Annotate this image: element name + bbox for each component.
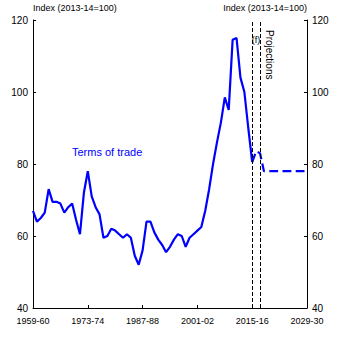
svg-text:2015-16: 2015-16 bbox=[236, 316, 269, 326]
svg-text:Projections: Projections bbox=[264, 30, 275, 79]
svg-text:120: 120 bbox=[11, 15, 28, 26]
svg-text:1987-88: 1987-88 bbox=[126, 316, 159, 326]
svg-text:(f): (f) bbox=[252, 35, 261, 45]
svg-text:2029-30: 2029-30 bbox=[290, 316, 323, 326]
svg-text:1973-74: 1973-74 bbox=[71, 316, 104, 326]
svg-text:100: 100 bbox=[11, 87, 28, 98]
svg-text:1959-60: 1959-60 bbox=[16, 316, 49, 326]
svg-text:Index (2013-14=100): Index (2013-14=100) bbox=[33, 3, 117, 13]
svg-text:80: 80 bbox=[312, 159, 324, 170]
svg-text:60: 60 bbox=[17, 231, 29, 242]
svg-text:2001-02: 2001-02 bbox=[181, 316, 214, 326]
svg-text:80: 80 bbox=[17, 159, 29, 170]
svg-text:Index (2013-14=100): Index (2013-14=100) bbox=[223, 3, 307, 13]
svg-text:60: 60 bbox=[312, 231, 324, 242]
svg-text:40: 40 bbox=[312, 303, 324, 314]
svg-text:120: 120 bbox=[312, 15, 329, 26]
svg-text:100: 100 bbox=[312, 87, 329, 98]
svg-text:Terms of trade: Terms of trade bbox=[72, 146, 142, 158]
svg-text:40: 40 bbox=[17, 303, 29, 314]
